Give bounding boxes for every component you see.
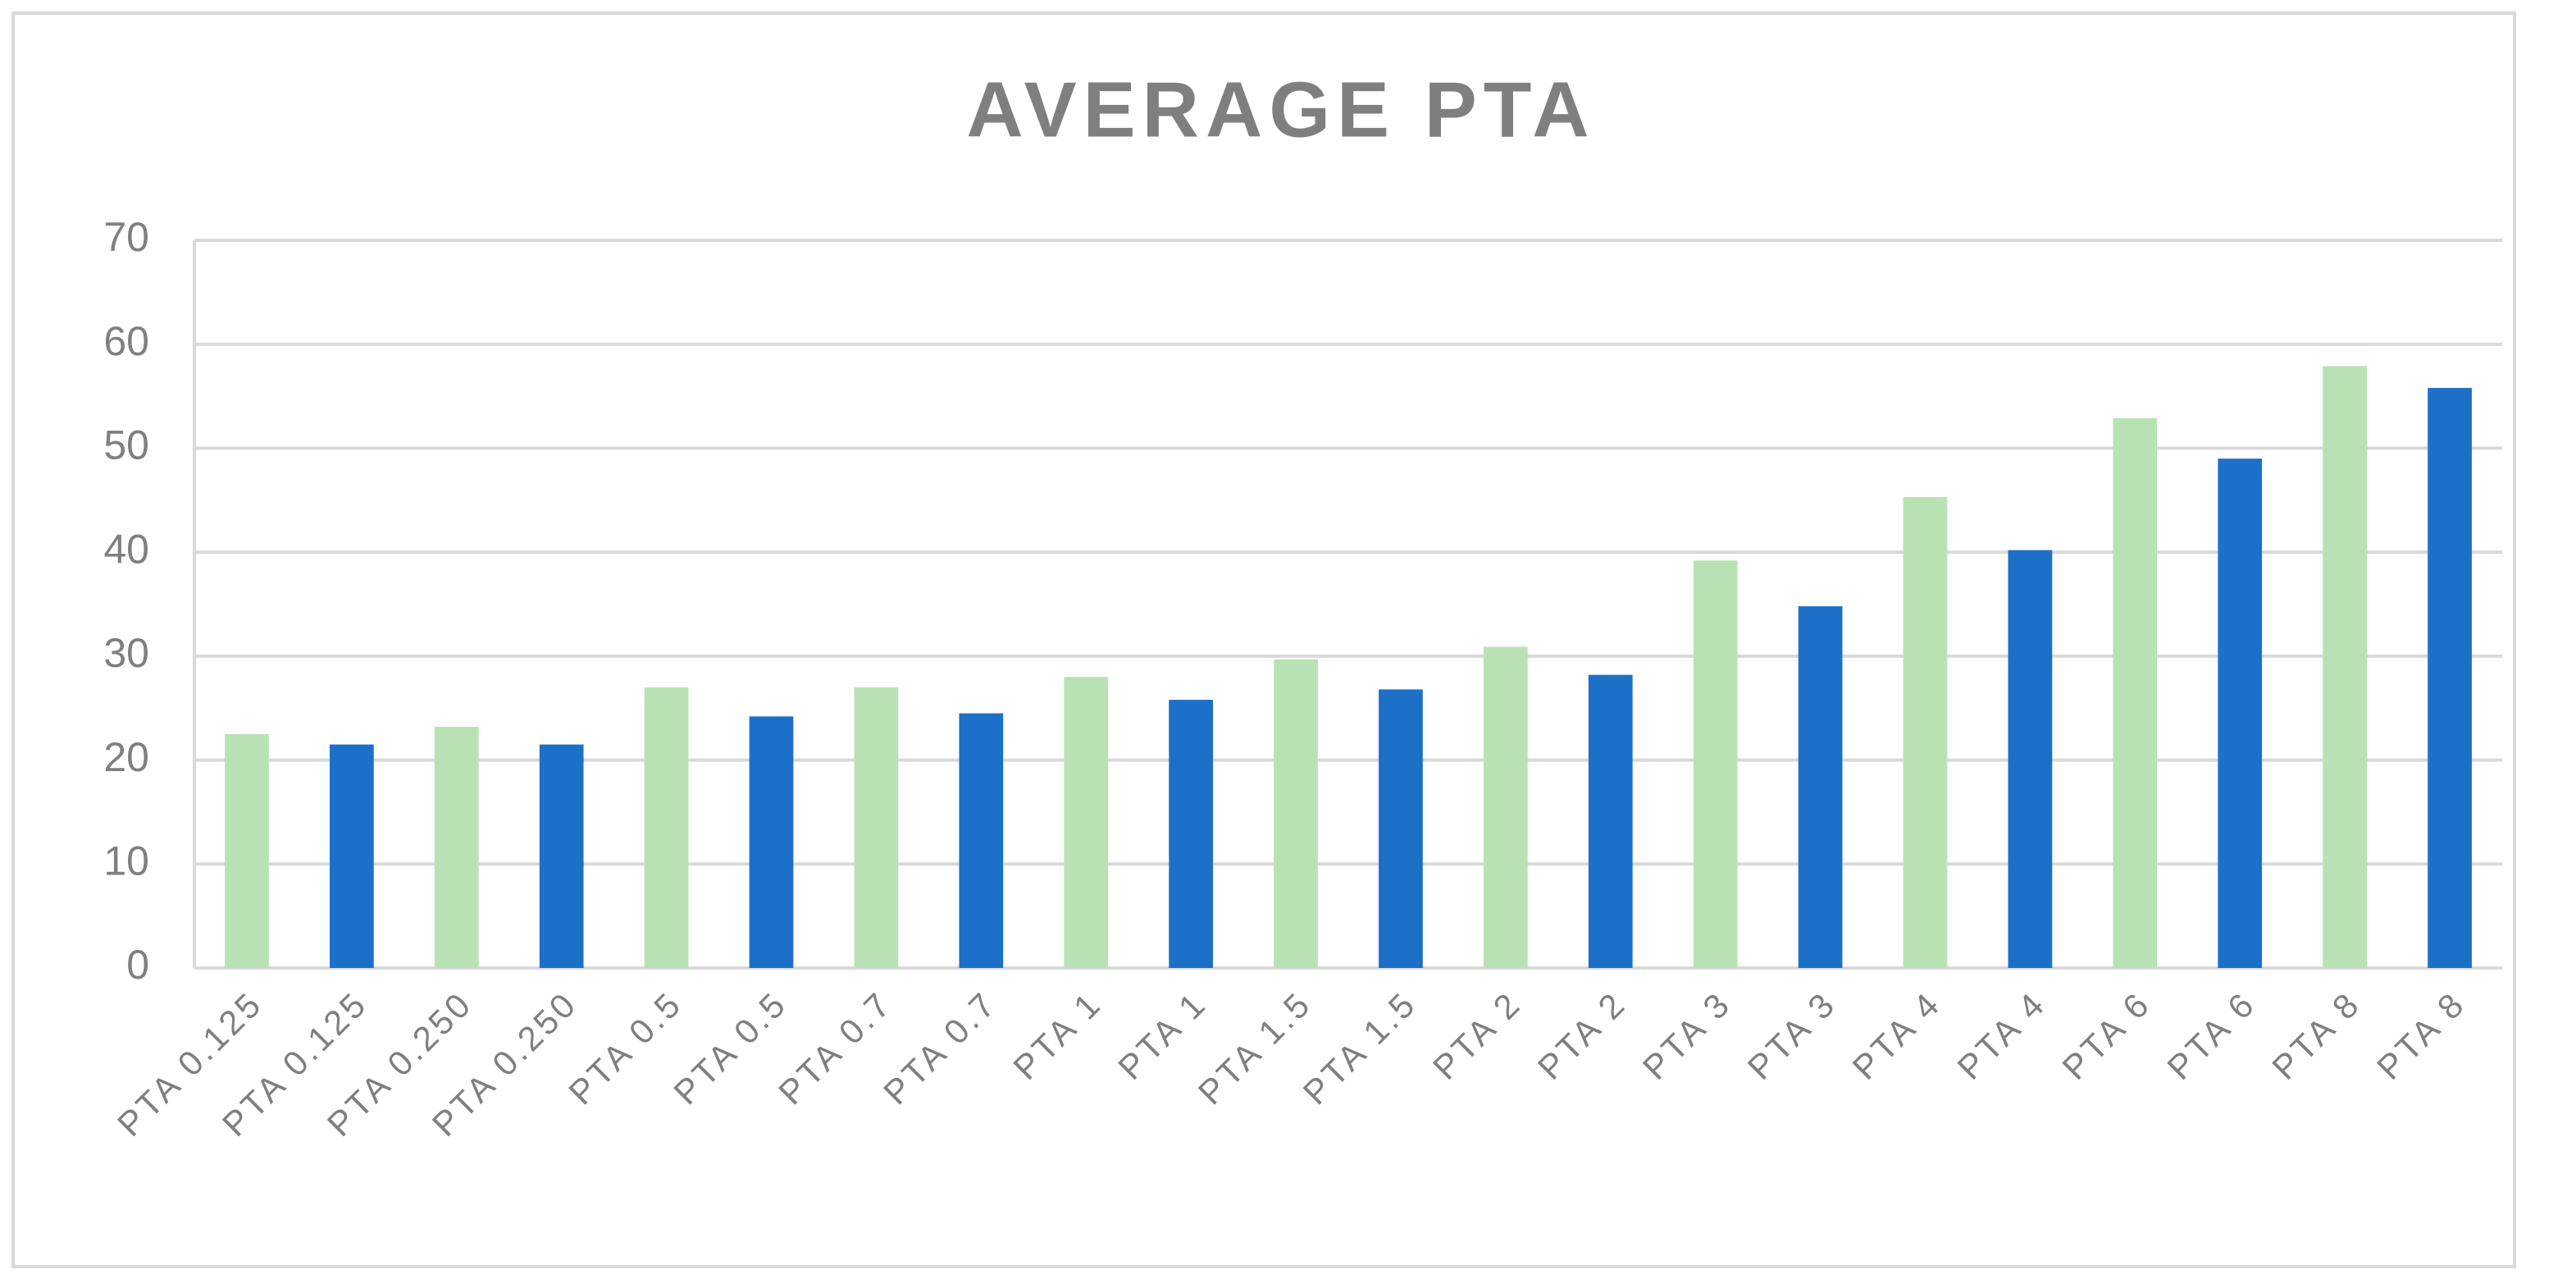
bar: [1588, 674, 1633, 968]
y-tick-label: 60: [103, 318, 149, 364]
bar: [1169, 700, 1213, 968]
bar: [1903, 496, 1948, 968]
bar: [1798, 606, 1843, 968]
chart-title: AVERAGE PTA: [966, 66, 1595, 153]
bar: [434, 727, 479, 968]
bar: [330, 744, 374, 968]
bar: [225, 733, 269, 968]
bar: [749, 716, 794, 968]
bar: [2323, 366, 2367, 968]
bar: [539, 744, 584, 968]
y-tick-label: 30: [103, 630, 149, 676]
bar: [959, 713, 1004, 968]
bar: [2008, 550, 2053, 968]
y-tick-label: 0: [126, 942, 149, 988]
bar: [1274, 659, 1318, 968]
y-tick-label: 40: [103, 526, 149, 572]
bar: [1379, 689, 1423, 968]
bar: [1064, 677, 1109, 968]
y-tick-label: 20: [103, 734, 149, 780]
bar: [854, 687, 899, 968]
y-tick-label: 10: [103, 838, 149, 883]
bar: [2218, 459, 2263, 968]
bar: [1693, 560, 1738, 968]
bar: [644, 687, 689, 968]
y-tick-label: 50: [103, 422, 149, 468]
bar: [2428, 387, 2472, 968]
bar: [2113, 418, 2158, 969]
bar: [1484, 646, 1528, 968]
chart-frame: [11, 11, 2516, 1268]
y-tick-label: 70: [103, 214, 149, 260]
